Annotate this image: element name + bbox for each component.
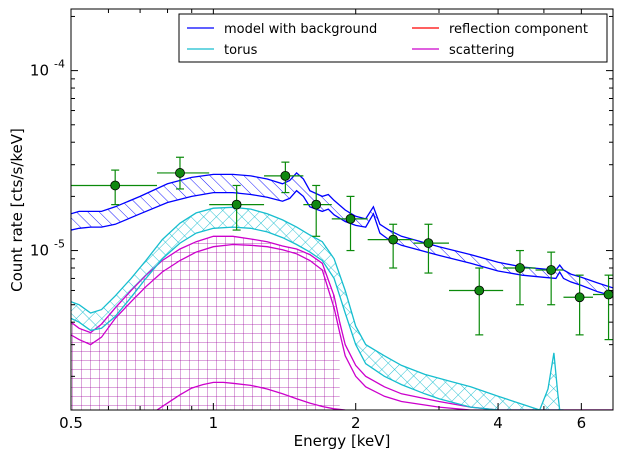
data-marker bbox=[231, 199, 242, 210]
plot-frame bbox=[70, 8, 614, 411]
data-point-12 bbox=[563, 274, 593, 336]
data-marker bbox=[474, 285, 485, 296]
data-marker bbox=[574, 292, 585, 303]
data-marker bbox=[280, 170, 291, 181]
x-tick-label: 0.5 bbox=[59, 414, 83, 432]
data-point-1 bbox=[71, 169, 157, 206]
data-marker bbox=[546, 265, 557, 275]
data-point-4 bbox=[264, 161, 304, 194]
torus-lower-line bbox=[71, 226, 564, 410]
x-tick-label: 4 bbox=[493, 414, 503, 432]
legend: model with background reflection componen… bbox=[178, 13, 608, 63]
data-marker bbox=[175, 168, 185, 178]
data-point-8 bbox=[413, 223, 450, 274]
y-tick-label: 10 bbox=[30, 62, 49, 80]
data-point-9 bbox=[449, 267, 504, 336]
data-point-7 bbox=[367, 223, 414, 269]
axes-layer: 0.5 1 2 4 6 10 -5 10 -4 bbox=[30, 9, 613, 432]
torus-upper-line bbox=[71, 206, 564, 410]
legend-entry-3: torus bbox=[187, 43, 258, 58]
data-point-13 bbox=[592, 274, 613, 341]
data-marker bbox=[110, 180, 121, 191]
data-marker bbox=[423, 238, 434, 249]
torus-band bbox=[71, 207, 564, 410]
data-point-6 bbox=[331, 195, 368, 252]
scattering-lower-line bbox=[71, 243, 613, 410]
legend-entry-2: reflection component bbox=[412, 22, 588, 37]
legend-entry-4: scattering bbox=[412, 43, 515, 58]
legend-box bbox=[178, 13, 608, 63]
legend-label: torus bbox=[224, 43, 258, 58]
data-point-11 bbox=[535, 251, 564, 306]
data-point-10 bbox=[503, 249, 536, 306]
data-point-3 bbox=[209, 184, 265, 231]
model-with-background-lower-line bbox=[71, 189, 613, 297]
y-tick-exponent: -5 bbox=[54, 238, 65, 251]
scattering-lower--line bbox=[156, 381, 346, 410]
legend-label: reflection component bbox=[449, 22, 588, 37]
data-point-2 bbox=[156, 156, 210, 190]
data-marker bbox=[515, 263, 525, 273]
data-marker bbox=[311, 199, 322, 210]
scattering-fill bbox=[71, 236, 340, 410]
data-marker bbox=[388, 234, 399, 245]
x-tick-label: 2 bbox=[351, 414, 361, 432]
legend-label: scattering bbox=[449, 43, 515, 58]
legend-entry-1: model with background bbox=[187, 22, 377, 37]
y-tick-label: 10 bbox=[30, 242, 49, 260]
x-tick-label: 1 bbox=[209, 414, 219, 432]
x-tick-label: 6 bbox=[577, 414, 587, 432]
series-layer bbox=[71, 171, 613, 410]
y-axis-label: Count rate [cts/s/keV] bbox=[8, 128, 26, 292]
data-points-layer bbox=[71, 156, 613, 341]
data-point-5 bbox=[303, 184, 332, 237]
x-axis-label: Energy [keV] bbox=[294, 432, 391, 450]
data-marker bbox=[603, 289, 613, 300]
data-marker bbox=[345, 213, 356, 224]
y-tick-exponent: -4 bbox=[54, 58, 65, 71]
legend-label: model with background bbox=[224, 22, 377, 37]
